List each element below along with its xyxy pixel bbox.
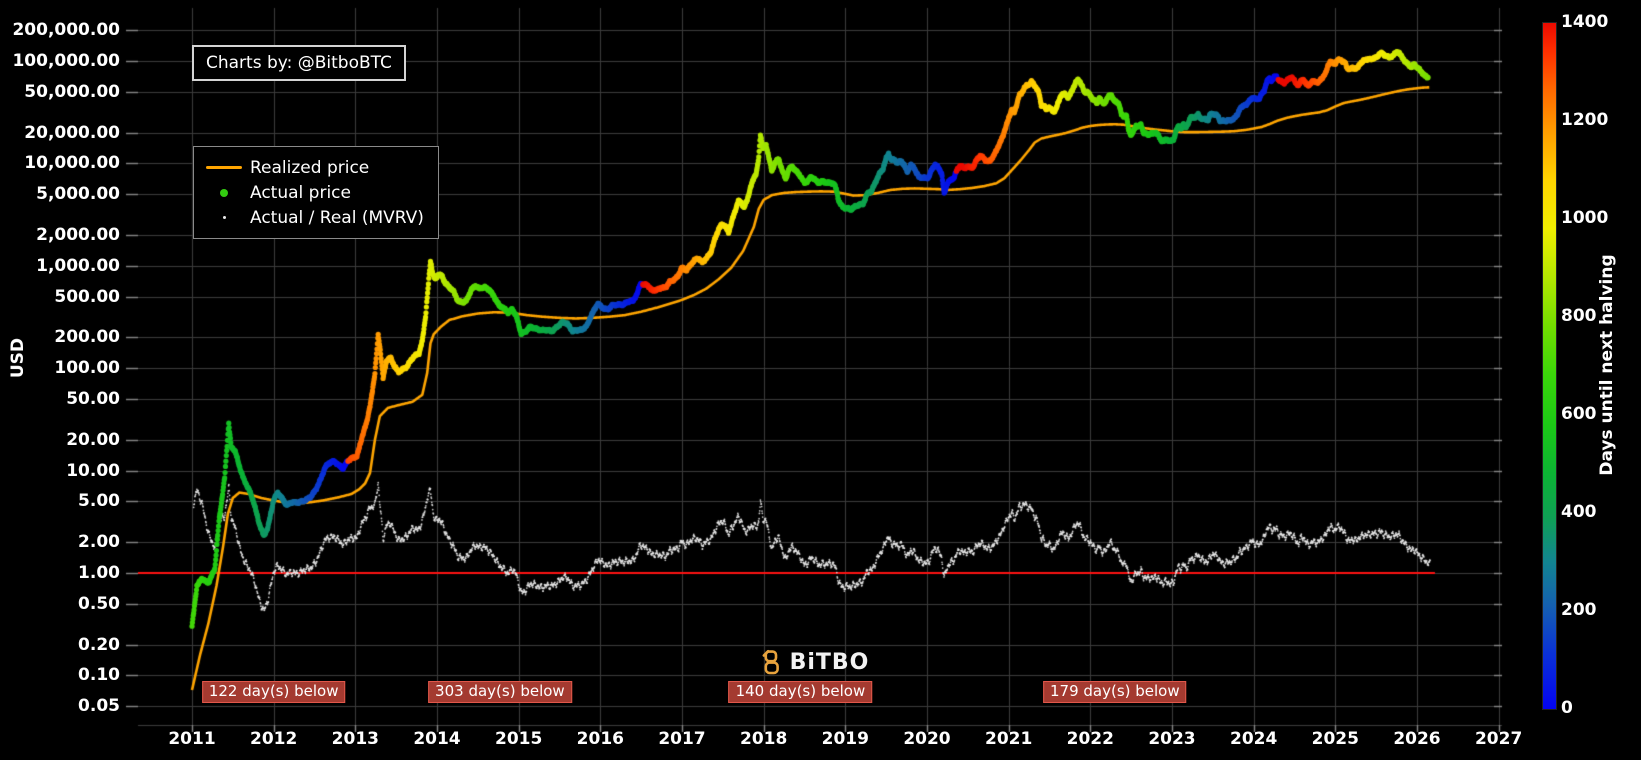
y-tick-label: 50.00 — [66, 389, 120, 410]
x-tick-label: 2024 — [1229, 729, 1278, 749]
bitcoin-b-icon — [762, 649, 779, 675]
x-tick-label: 2011 — [168, 729, 216, 749]
colorbar-tick-label: 1400 — [1561, 12, 1609, 32]
y-tick-label: 50,000.00 — [24, 81, 120, 102]
colorbar-tick-label: 200 — [1561, 600, 1597, 620]
legend-label: Actual / Real (MVRV) — [250, 207, 424, 228]
y-tick-label: 5,000.00 — [36, 184, 120, 205]
x-tick-label: 2014 — [413, 729, 461, 749]
x-tick-label: 2016 — [576, 729, 624, 749]
y-tick-label: 20.00 — [66, 429, 120, 450]
legend-item-actual-price: Actual price — [202, 180, 424, 205]
x-tick-label: 2022 — [1066, 729, 1114, 749]
x-tick-label: 2013 — [331, 729, 379, 749]
legend-label: Realized price — [250, 157, 370, 178]
colorbar-tick-label: 400 — [1561, 502, 1597, 522]
y-tick-label: 200,000.00 — [12, 20, 120, 41]
y-tick-label: 200.00 — [54, 327, 120, 348]
halving-colorbar — [1542, 22, 1557, 710]
bitbo-logo-text: BiTBO — [789, 650, 870, 675]
colorbar-title: Days until next halving — [1597, 254, 1617, 476]
actual-price-dot-icon — [202, 188, 246, 197]
x-tick-label: 2012 — [249, 729, 298, 749]
x-tick-label: 2027 — [1474, 729, 1523, 749]
y-tick-label: 1.00 — [78, 563, 120, 583]
y-tick-label: 100,000.00 — [12, 51, 120, 71]
x-tick-label: 2021 — [984, 729, 1033, 749]
x-tick-label: 2019 — [821, 729, 869, 749]
y-tick-label: 5.00 — [78, 491, 120, 512]
y-tick-label: 0.10 — [78, 665, 120, 686]
chart-credit-box: Charts by: @BitboBTC — [192, 45, 406, 81]
x-tick-label: 2026 — [1393, 729, 1441, 749]
y-tick-label: 1,000.00 — [36, 255, 120, 276]
colorbar-tick-label: 1200 — [1561, 110, 1609, 130]
mvrv-dot-icon — [202, 216, 246, 219]
colorbar-tick-label: 800 — [1561, 306, 1597, 326]
y-tick-label: 10,000.00 — [24, 153, 120, 174]
y-tick-label: 100.00 — [54, 358, 120, 379]
y-tick-label: 0.05 — [78, 696, 120, 717]
annotation-179-days-below: 179 day(s) below — [1042, 681, 1187, 703]
bitbo-logo: BiTBO — [761, 649, 870, 676]
colorbar-tick-label: 600 — [1561, 404, 1597, 424]
y-tick-label: 0.20 — [78, 634, 120, 655]
x-tick-label: 2025 — [1311, 729, 1359, 749]
annotation-140-days-below: 140 day(s) below — [728, 681, 873, 703]
x-tick-label: 2020 — [903, 729, 951, 749]
y-tick-label: 500.00 — [54, 286, 120, 307]
y-tick-label: 20,000.00 — [24, 122, 120, 143]
y-tick-label: 10.00 — [66, 460, 120, 481]
legend: Realized price Actual price Actual / Rea… — [193, 146, 439, 239]
y-tick-label: 0.50 — [78, 593, 120, 614]
legend-item-mvrv: Actual / Real (MVRV) — [202, 205, 424, 230]
realized-price-line-icon — [202, 166, 246, 169]
legend-item-realized-price: Realized price — [202, 155, 424, 180]
colorbar-tick-label: 1000 — [1561, 208, 1609, 228]
y-tick-label: 2.00 — [78, 532, 120, 553]
legend-label: Actual price — [250, 182, 351, 203]
x-tick-label: 2015 — [494, 729, 543, 749]
x-tick-label: 2017 — [658, 729, 706, 749]
annotation-122-days-below: 122 day(s) below — [201, 681, 346, 703]
y-tick-label: 2,000.00 — [36, 224, 120, 245]
annotation-303-days-below: 303 day(s) below — [428, 681, 572, 703]
x-tick-label: 2018 — [739, 729, 788, 749]
colorbar-tick-label: 0 — [1561, 698, 1573, 718]
x-tick-label: 2023 — [1148, 729, 1196, 749]
